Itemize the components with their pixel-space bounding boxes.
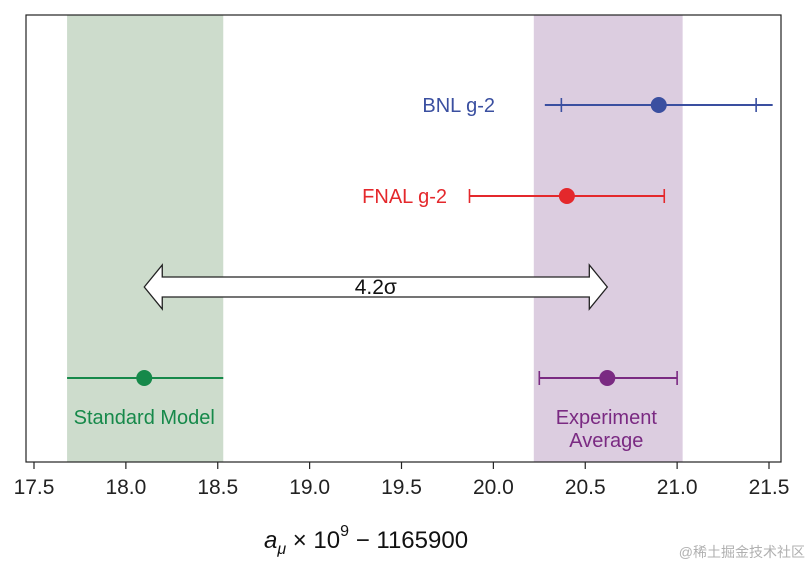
bnl-g-2-marker: [650, 97, 667, 113]
x-tick-label-7: 21.0: [657, 476, 698, 499]
label-experiment-average-1: Average: [569, 430, 643, 452]
x-tick-label-5: 20.0: [473, 476, 514, 499]
x-tick-label-2: 18.5: [197, 476, 238, 499]
label-experiment-average-0: Experiment: [556, 407, 658, 429]
points-layer: [67, 97, 773, 386]
sigma-arrow-shape: [143, 263, 609, 311]
x-tick-label-1: 18.0: [105, 476, 146, 499]
experiment-average-marker: [599, 370, 616, 386]
x-axis-label: aμ × 109 − 1165900: [264, 523, 468, 558]
x-tick-label-6: 20.5: [565, 476, 606, 499]
x-tick-label-4: 19.5: [381, 476, 422, 499]
band-0: [67, 15, 224, 462]
sigma-label: 4.2σ: [355, 276, 397, 299]
label-fnal: FNAL g-2: [362, 186, 447, 208]
x-tick-label-0: 17.5: [14, 476, 55, 499]
watermark: @稀土掘金技术社区: [678, 544, 805, 560]
label-bnl: BNL g-2: [422, 95, 495, 117]
axes-layer: 17.5 18.0 18.5 19.0 19.5 20.0 20.5 21.0 21.5 aμ ×…: [14, 14, 790, 558]
band-1: [533, 15, 683, 462]
labels-layer: BNL g-2 FNAL g-2 Standard Model ExperimentA…: [74, 95, 658, 452]
x-tick-label-8: 21.5: [749, 476, 790, 499]
bands-layer: [67, 15, 683, 462]
x-tick-label-3: 19.0: [289, 476, 330, 499]
standard-model-marker: [136, 370, 153, 386]
sigma-arrow: 4.2σ: [143, 263, 609, 311]
label-standard-model: Standard Model: [74, 407, 215, 429]
plot-frame: [25, 14, 782, 463]
fnal-g-2-marker: [558, 188, 575, 204]
